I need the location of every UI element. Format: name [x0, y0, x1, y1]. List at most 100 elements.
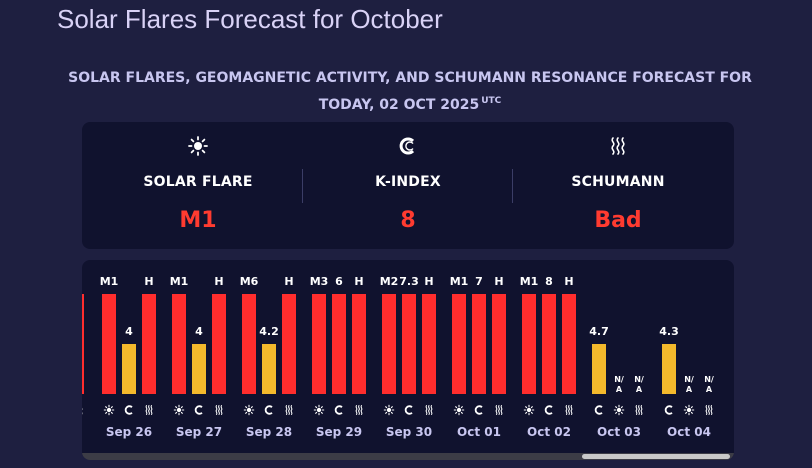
- bar-na-label: N/: [704, 375, 714, 384]
- schumann-metric: SCHUMANN Bad: [504, 122, 732, 249]
- wave-icon: [145, 405, 153, 415]
- chart-bar-solar-flare: [522, 294, 536, 394]
- magnet-icon: [124, 405, 133, 415]
- timezone-label: UTC: [481, 96, 502, 106]
- bar-value-label: M3: [310, 275, 329, 288]
- date-label: Sep 29: [316, 425, 362, 439]
- chart-bar: [82, 294, 84, 394]
- solar-flare-value: M1: [179, 208, 217, 233]
- magnet-icon: [194, 405, 203, 415]
- solar-flare-metric: SOLAR FLARE M1: [82, 122, 314, 249]
- magnet-icon: [264, 405, 273, 415]
- forecast-heading-text: SOLAR FLARES, GEOMAGNETIC ACTIVITY, AND …: [68, 70, 752, 113]
- chart-bar-schumann: [142, 294, 156, 394]
- bar-value-label: M1: [100, 275, 119, 288]
- wave-icon: [425, 405, 433, 415]
- chart-bar-solar-flare: [172, 294, 186, 394]
- horizontal-scrollbar[interactable]: [82, 453, 734, 460]
- date-label: Sep 28: [246, 425, 292, 439]
- date-label: Sep 30: [386, 425, 432, 439]
- wave-icon: [355, 405, 363, 415]
- bar-value-label: M6: [240, 275, 259, 288]
- sun-icon: [613, 404, 625, 416]
- magnet-icon: [399, 137, 415, 155]
- sun-icon: [453, 404, 465, 416]
- summary-card: SOLAR FLARE M1 K-INDEX 8 SCHUMANN Bad: [82, 122, 734, 249]
- wave-icon: [565, 405, 573, 415]
- chart-bar-k-index: [402, 294, 416, 394]
- k-index-metric: K-INDEX 8: [294, 122, 522, 249]
- magnet-icon: [544, 405, 553, 415]
- date-label: Oct 04: [667, 425, 711, 439]
- sun-icon: [243, 404, 255, 416]
- k-index-label: K-INDEX: [375, 174, 441, 190]
- chart-bar-schumann: [492, 294, 506, 394]
- chart-bar-schumann: [212, 294, 226, 394]
- schumann-label: SCHUMANN: [571, 174, 665, 190]
- sun-icon: [313, 404, 325, 416]
- page-title: Solar Flares Forecast for October: [57, 4, 443, 34]
- bar-value-label: 4: [195, 325, 203, 338]
- magnet-icon: [334, 405, 343, 415]
- chart-bar-k-index: [542, 294, 556, 394]
- bar-value-label: H: [354, 275, 363, 288]
- bar-value-label: H: [284, 275, 293, 288]
- bar-value-label: 8: [545, 275, 553, 288]
- wave-icon: [611, 137, 625, 155]
- chart-bar-solar-flare: [242, 294, 256, 394]
- bar-value-label: M2: [380, 275, 399, 288]
- magnet-icon: [664, 405, 673, 415]
- chart-bar-schumann: [352, 294, 366, 394]
- sun-icon: [103, 404, 115, 416]
- magnet-icon: [404, 405, 413, 415]
- scrollbar-thumb[interactable]: [582, 454, 730, 459]
- bar-value-label: H: [494, 275, 503, 288]
- bar-na-label: N/: [634, 375, 644, 384]
- date-label: Oct 01: [457, 425, 501, 439]
- bar-value-label: 7: [475, 275, 483, 288]
- wave-icon: [215, 405, 223, 415]
- schumann-value: Bad: [594, 208, 642, 233]
- bar-value-label: H: [144, 275, 153, 288]
- chart-bar-solar-flare: [382, 294, 396, 394]
- chart-bar-k-index: [592, 344, 606, 394]
- chart-bar-k-index: [262, 344, 276, 394]
- sun-icon: [683, 404, 695, 416]
- wave-icon: [705, 405, 713, 415]
- bar-value-label: H: [424, 275, 433, 288]
- magnet-icon: [474, 405, 483, 415]
- chart-bar-solar-flare: [452, 294, 466, 394]
- wave-icon: [285, 405, 293, 415]
- bar-value-label: M1: [450, 275, 469, 288]
- chart-bar-k-index: [472, 294, 486, 394]
- forecast-heading: SOLAR FLARES, GEOMAGNETIC ACTIVITY, AND …: [60, 67, 760, 117]
- forecast-chart[interactable]: M1 4 H Sep 26 M1 4 H Sep 27 M6 4.2 H Sep 28 M3 6 H Sep …: [82, 260, 734, 460]
- sun-icon: [523, 404, 535, 416]
- sun-icon: [173, 404, 185, 416]
- bar-value-label: M1: [170, 275, 189, 288]
- bar-value-label: H: [564, 275, 573, 288]
- bar-value-label: 4.7: [589, 325, 609, 338]
- date-label: Sep 27: [176, 425, 222, 439]
- wave-icon: [495, 405, 503, 415]
- bar-value-label: 7.3: [399, 275, 419, 288]
- chart-bar-k-index: [332, 294, 346, 394]
- chart-bar-schumann: [282, 294, 296, 394]
- chart-bar-schumann: [562, 294, 576, 394]
- bar-na-label: N/: [614, 375, 624, 384]
- chart-bar-k-index: [192, 344, 206, 394]
- sun-icon: [188, 136, 208, 156]
- chart-bar-solar-flare: [312, 294, 326, 394]
- sun-icon: [383, 404, 395, 416]
- solar-flare-label: SOLAR FLARE: [143, 174, 253, 190]
- date-label: Oct 03: [597, 425, 641, 439]
- bar-value-label: 4.2: [259, 325, 279, 338]
- bar-na-label: A: [686, 385, 693, 394]
- bar-value-label: 6: [335, 275, 343, 288]
- bar-na-label: A: [636, 385, 643, 394]
- bar-na-label: A: [706, 385, 713, 394]
- chart-bar-k-index: [662, 344, 676, 394]
- chart-bar-schumann: [422, 294, 436, 394]
- bar-value-label: 4: [125, 325, 133, 338]
